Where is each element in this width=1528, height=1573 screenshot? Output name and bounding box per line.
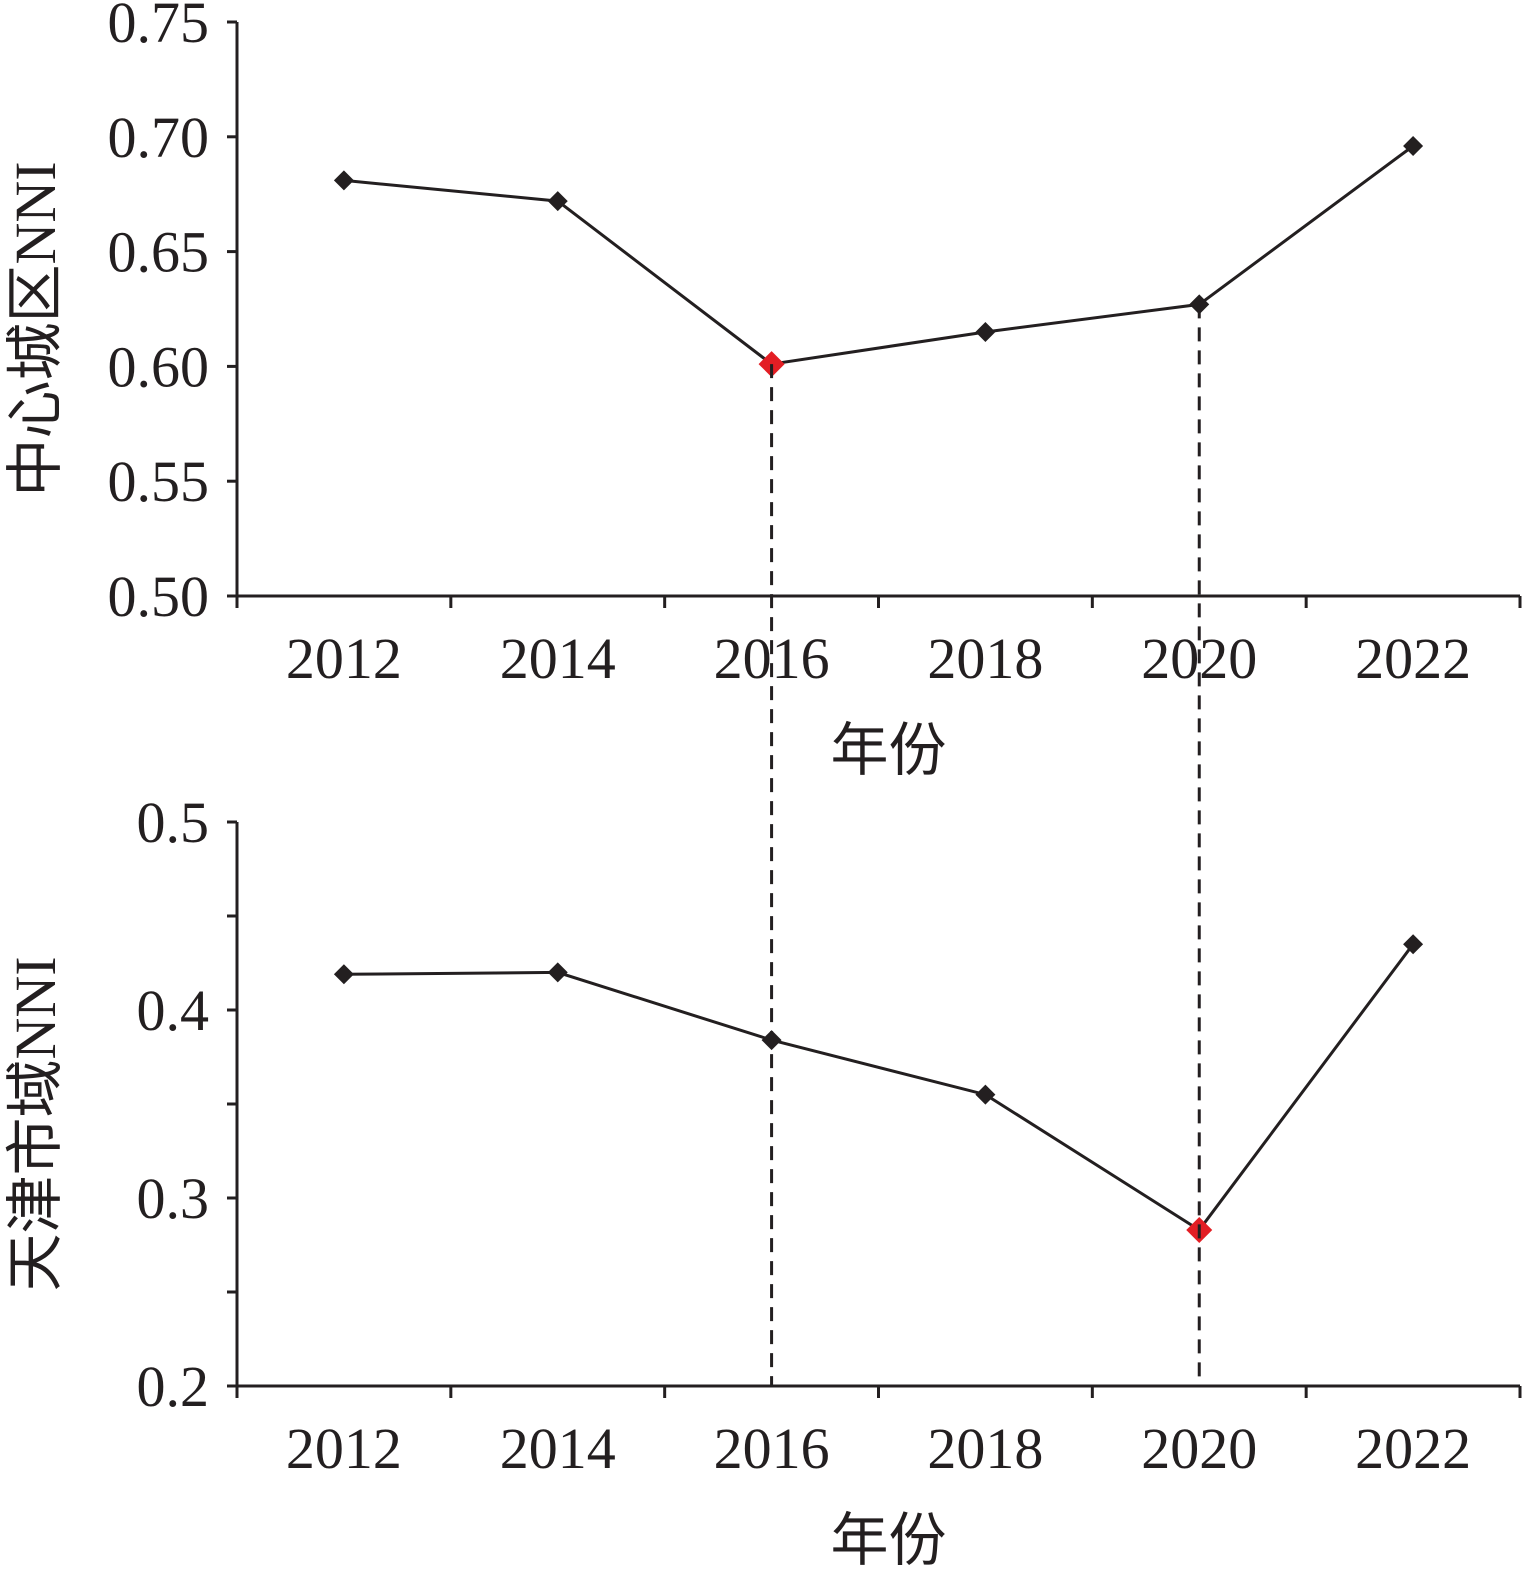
y-axis-label: 中心城区NNI: [3, 161, 68, 496]
chart-panel-1: 0.50 0.55 0.60 0.65 0.70 0.75 2012 2014 2016 2018…: [3, 0, 1522, 783]
y-tick-label: 0.60: [108, 334, 210, 399]
x-tick-label: 2018: [927, 626, 1043, 691]
x-tick-label: 2022: [1355, 626, 1471, 691]
y-tick-label: 0.70: [108, 105, 210, 170]
series-line: [343, 943, 1415, 1232]
y-tick-label: 0.3: [137, 1166, 210, 1231]
y-tick-label: 0.4: [137, 978, 210, 1043]
data-point: [975, 321, 996, 342]
x-tick-label: 2016: [714, 626, 830, 691]
y-tick-label: 0.2: [137, 1354, 210, 1419]
x-tick-label: 2020: [1141, 1416, 1257, 1481]
x-axis-label: 年份: [830, 718, 946, 783]
y-tick-label: 0.5: [137, 790, 210, 855]
x-tick-label: 2018: [927, 1416, 1043, 1481]
x-tick-label: 2016: [714, 1416, 830, 1481]
x-tick-label: 2012: [286, 626, 402, 691]
x-tick-label: 2012: [286, 1416, 402, 1481]
y-tick-label: 0.65: [108, 220, 210, 285]
data-point: [333, 964, 354, 985]
x-tick-label: 2014: [500, 1416, 616, 1481]
x-tick-label: 2014: [500, 626, 616, 691]
data-point: [547, 962, 568, 983]
y-tick-label: 0.55: [108, 449, 210, 514]
y-tick-label: 0.75: [108, 0, 210, 55]
x-axis-label: 年份: [830, 1508, 946, 1573]
data-point: [547, 191, 568, 212]
data-point: [1403, 934, 1424, 955]
data-point: [975, 1084, 996, 1105]
series-line: [343, 144, 1414, 366]
data-point: [1403, 135, 1424, 156]
x-tick-label: 2022: [1355, 1416, 1471, 1481]
y-axis-label: 天津市域NNI: [3, 956, 68, 1291]
chart-panel-2: 0.2 0.3 0.4 0.5 2012 2014 2016 2018 2020 2022 年份 天津…: [3, 790, 1522, 1573]
y-tick-label: 0.50: [108, 564, 210, 629]
data-point: [333, 170, 354, 191]
